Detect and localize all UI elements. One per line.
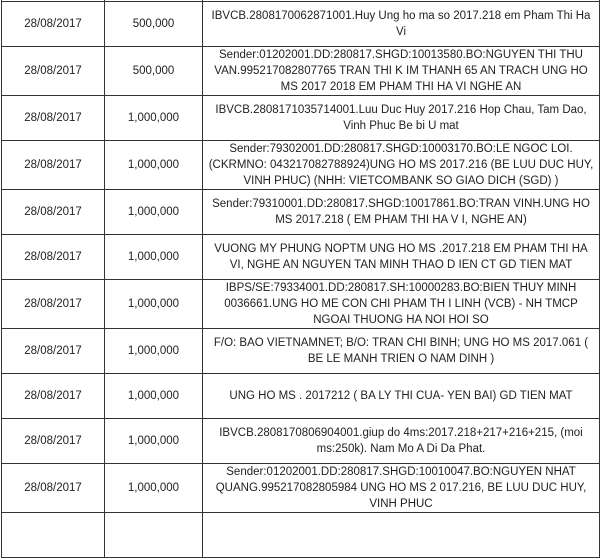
amount-cell: 500,000 xyxy=(104,1,203,47)
description-cell: F/O: BAO VIETNAMNET; B/O: TRAN CHI BINH;… xyxy=(202,328,600,374)
amount-cell: 1,000,000 xyxy=(104,234,203,280)
date-cell: 28/08/2017 xyxy=(1,140,105,190)
table-row xyxy=(1,512,600,558)
description-cell: Sender:01202001.DD:280817.SHGD:10013580.… xyxy=(202,46,600,96)
amount-cell: 1,000,000 xyxy=(104,463,203,513)
description-cell: Sender:01202001.DD:280817.SHGD:10010047.… xyxy=(202,463,600,513)
description-cell: UNG HO MS . 2017212 ( BA LY THI CUA- YEN… xyxy=(202,373,600,419)
table-row: 28/08/2017 1,000,000 F/O: BAO VIETNAMNET; … xyxy=(1,328,600,374)
description-cell: Sender:79310001.DD:280817.SHGD:10017861.… xyxy=(202,189,600,235)
amount-cell: 500,000 xyxy=(104,46,203,96)
table-row: 28/08/2017 1,000,000 Sender:01202001.DD:28… xyxy=(1,463,600,513)
date-cell: 28/08/2017 xyxy=(1,234,105,280)
date-cell: 28/08/2017 xyxy=(1,373,105,419)
date-cell: 28/08/2017 xyxy=(1,328,105,374)
table-row: 28/08/2017 500,000 Sender:01202001.DD:2808… xyxy=(1,46,600,96)
amount-cell: 1,000,000 xyxy=(104,418,203,464)
amount-cell: 1,000,000 xyxy=(104,95,203,141)
date-cell xyxy=(1,512,105,558)
table-row: 28/08/2017 1,000,000 IBVCB.280817103571400… xyxy=(1,95,600,141)
date-cell: 28/08/2017 xyxy=(1,279,105,329)
date-cell: 28/08/2017 xyxy=(1,1,105,47)
amount-cell: 1,000,000 xyxy=(104,189,203,235)
date-cell: 28/08/2017 xyxy=(1,463,105,513)
amount-cell: 1,000,000 xyxy=(104,140,203,190)
amount-cell: 1,000,000 xyxy=(104,328,203,374)
date-cell: 28/08/2017 xyxy=(1,189,105,235)
table-row: 28/08/2017 1,000,000 Sender:79302001.DD:28… xyxy=(1,140,600,190)
date-cell: 28/08/2017 xyxy=(1,95,105,141)
table-row: 28/08/2017 1,000,000 IBVCB.280817080690400… xyxy=(1,418,600,464)
table-row: 28/08/2017 1,000,000 IBPS/SE:79334001.DD:2… xyxy=(1,279,600,329)
description-cell: IBVCB.2808170062871001.Huy Ung ho ma so … xyxy=(202,1,600,47)
description-cell: VUONG MY PHUNG NOPTM UNG HO MS .2017.218… xyxy=(202,234,600,280)
date-cell: 28/08/2017 xyxy=(1,418,105,464)
description-cell xyxy=(202,512,600,558)
amount-cell: 1,000,000 xyxy=(104,373,203,419)
date-cell: 28/08/2017 xyxy=(1,46,105,96)
description-cell: Sender:79302001.DD:280817.SHGD:10003170.… xyxy=(202,140,600,190)
description-cell: IBVCB.2808171035714001.Luu Duc Huy 2017.… xyxy=(202,95,600,141)
table-row: 28/08/2017 1,000,000 VUONG MY PHUNG NOPTM … xyxy=(1,234,600,280)
table-row: 28/08/2017 1,000,000 UNG HO MS . 2017212 (… xyxy=(1,373,600,419)
amount-cell: 1,000,000 xyxy=(104,279,203,329)
description-cell: IBPS/SE:79334001.DD:280817.SH:10000283.B… xyxy=(202,279,600,329)
table-row: 28/08/2017 1,000,000 Sender:79310001.DD:28… xyxy=(1,189,600,235)
description-cell: IBVCB.2808170806904001.giup do 4ms:2017.… xyxy=(202,418,600,464)
table-row: 28/08/2017 500,000 IBVCB.2808170062871001.… xyxy=(1,1,600,47)
amount-cell xyxy=(104,512,203,558)
